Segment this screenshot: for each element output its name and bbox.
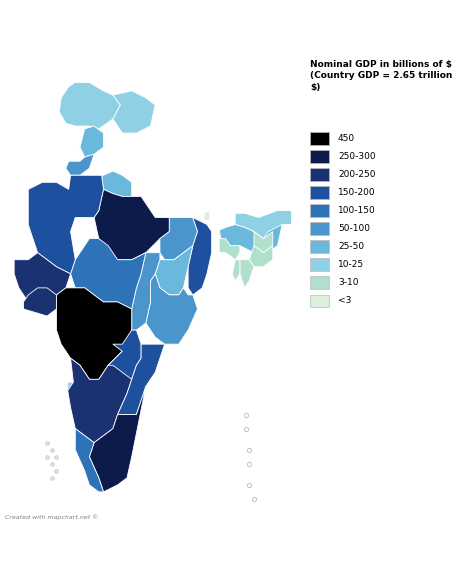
Polygon shape	[68, 382, 75, 391]
Polygon shape	[14, 253, 71, 316]
Text: 25-50: 25-50	[338, 242, 364, 251]
Polygon shape	[232, 260, 240, 281]
Polygon shape	[66, 154, 94, 175]
Bar	[310, 204, 329, 217]
Bar	[310, 132, 329, 144]
Polygon shape	[75, 429, 103, 492]
Bar	[310, 276, 329, 289]
Text: 50-100: 50-100	[338, 224, 370, 233]
Polygon shape	[28, 175, 103, 274]
Polygon shape	[132, 253, 160, 330]
Text: 450: 450	[338, 134, 355, 143]
Polygon shape	[160, 218, 198, 260]
Bar	[310, 223, 329, 235]
Bar	[310, 240, 329, 253]
Polygon shape	[219, 239, 240, 260]
Text: 10-25: 10-25	[338, 260, 364, 269]
Text: <3: <3	[338, 296, 351, 305]
Text: 200-250: 200-250	[338, 170, 375, 179]
Polygon shape	[188, 218, 212, 295]
Polygon shape	[56, 288, 132, 379]
Bar	[310, 295, 329, 307]
Bar	[310, 259, 329, 271]
Polygon shape	[97, 198, 102, 205]
Polygon shape	[118, 344, 164, 415]
Polygon shape	[254, 232, 273, 253]
Polygon shape	[90, 387, 146, 492]
Polygon shape	[71, 239, 146, 309]
Polygon shape	[155, 246, 193, 295]
Polygon shape	[68, 351, 132, 443]
Text: 3-10: 3-10	[338, 278, 358, 287]
Polygon shape	[108, 330, 141, 379]
Text: Nominal GDP in billions of $
(Country GDP = 2.65 trillion
$): Nominal GDP in billions of $ (Country GD…	[310, 61, 453, 91]
Bar	[310, 168, 329, 181]
Polygon shape	[80, 126, 103, 157]
Text: 250-300: 250-300	[338, 152, 375, 161]
Polygon shape	[146, 274, 198, 344]
Polygon shape	[249, 246, 273, 267]
Polygon shape	[204, 211, 210, 220]
Polygon shape	[235, 211, 292, 239]
Polygon shape	[69, 175, 103, 218]
Polygon shape	[113, 91, 155, 133]
Polygon shape	[219, 224, 282, 253]
Polygon shape	[94, 190, 169, 260]
Text: 150-200: 150-200	[338, 188, 375, 197]
Bar	[310, 187, 329, 199]
Bar	[310, 150, 329, 163]
Polygon shape	[240, 260, 254, 288]
Polygon shape	[101, 171, 132, 196]
Polygon shape	[24, 288, 56, 316]
Polygon shape	[59, 82, 120, 129]
Text: 100-150: 100-150	[338, 206, 376, 215]
Text: Created with mapchart.net ©: Created with mapchart.net ©	[5, 514, 98, 520]
